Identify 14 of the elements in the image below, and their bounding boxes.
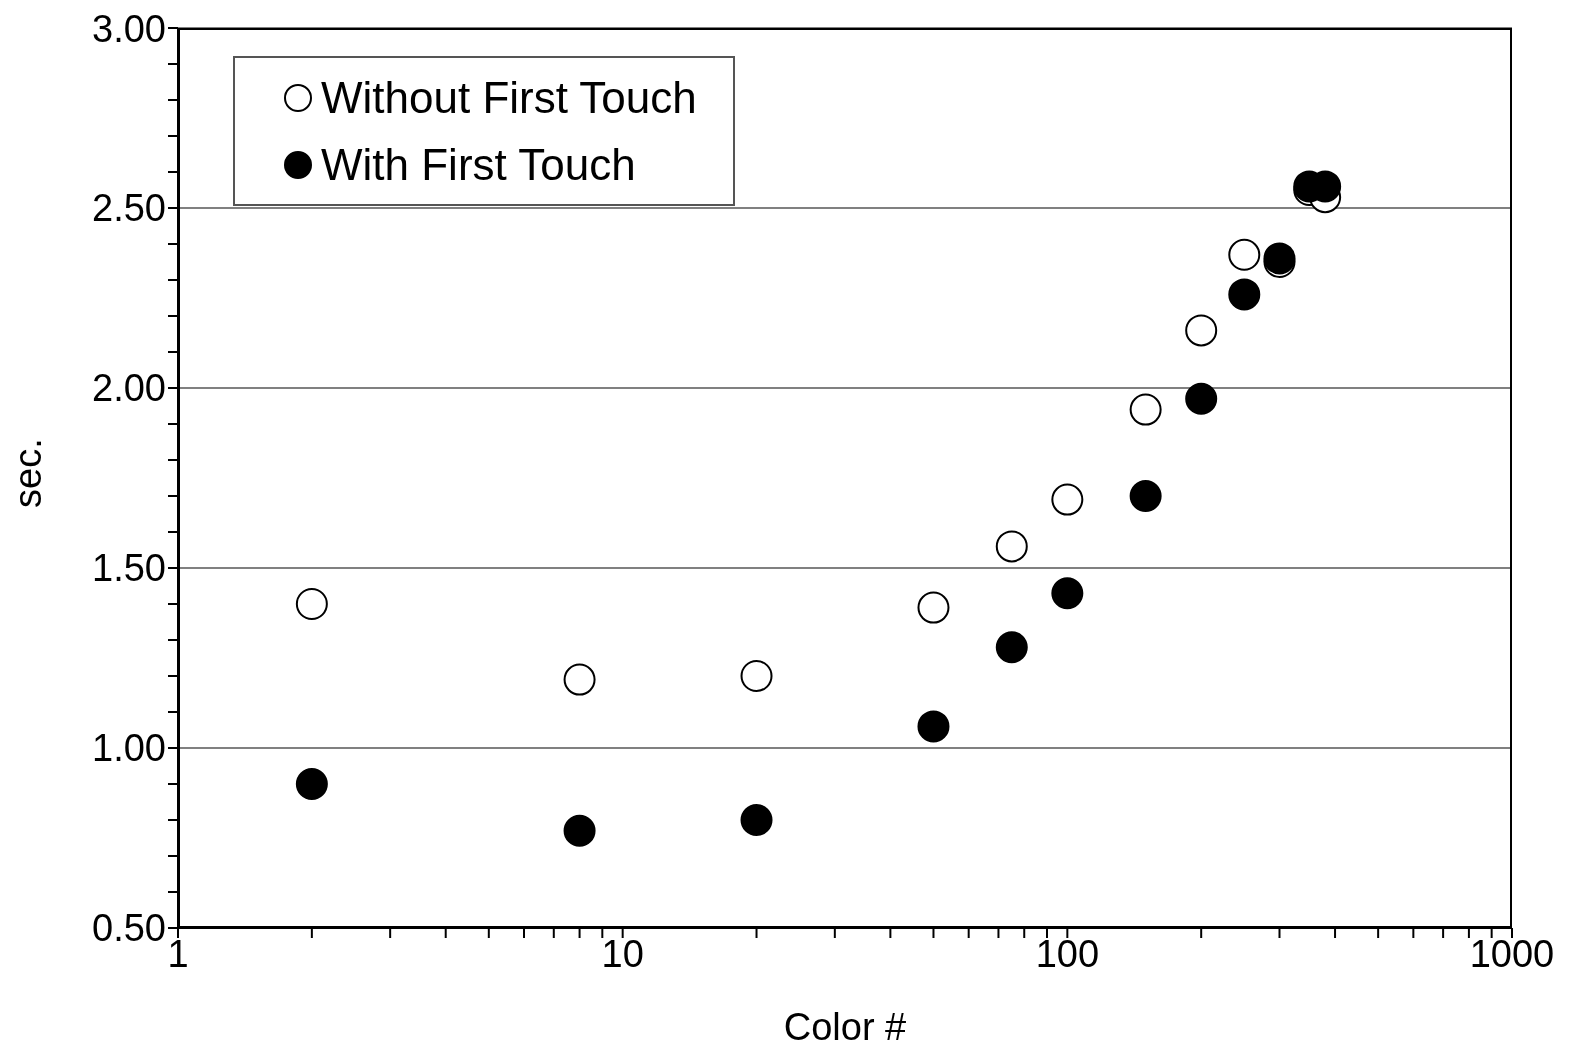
x-axis-title: Color # [783, 1006, 907, 1048]
y-tick-label: 1.00 [92, 727, 166, 770]
legend-label: Without First Touch [321, 72, 697, 123]
y-tick-label: 0.50 [92, 907, 166, 950]
y-tick-label: 3.00 [92, 7, 166, 50]
y-tick-label: 1.50 [92, 547, 166, 590]
y-tick-label: 2.50 [92, 187, 166, 230]
legend-label: With First Touch [321, 139, 636, 190]
y-axis-title: sec. [7, 438, 50, 508]
x-tick-label: 10 [601, 932, 644, 975]
x-tick-label: 1000 [1469, 932, 1555, 975]
x-tick-label: 100 [1035, 932, 1100, 975]
y-tick-label: 2.00 [92, 367, 166, 410]
x-tick-label: 1 [167, 932, 189, 975]
